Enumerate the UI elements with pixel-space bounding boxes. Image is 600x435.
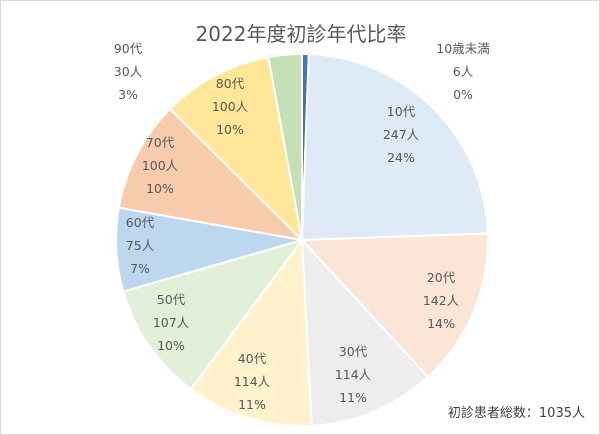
slice-label-count-0: 6人 bbox=[453, 64, 474, 79]
pie-slice-9 bbox=[267, 52, 303, 241]
slice-label-name-3: 30代 bbox=[339, 344, 368, 359]
slice-label-name-0: 10歳未満 bbox=[436, 41, 489, 56]
slice-label-count-8: 100人 bbox=[212, 99, 249, 114]
total-patients-label: 初診患者総数：1035人 bbox=[448, 405, 585, 421]
slice-label-name-2: 20代 bbox=[427, 270, 456, 285]
slice-label-percent-9: 3% bbox=[118, 87, 138, 102]
slice-label-count-4: 114人 bbox=[234, 374, 271, 389]
slice-label-name-8: 80代 bbox=[216, 76, 245, 91]
slice-label-percent-8: 10% bbox=[216, 122, 244, 137]
slice-label-percent-2: 14% bbox=[427, 316, 455, 331]
slice-label-name-5: 50代 bbox=[157, 292, 186, 307]
slice-label-count-7: 100人 bbox=[142, 158, 179, 173]
pie-slice-1 bbox=[300, 53, 489, 242]
chart-title: 2022年度初診年代比率 bbox=[196, 22, 407, 46]
slice-label-name-9: 90代 bbox=[114, 41, 143, 56]
pie-slice-4 bbox=[189, 237, 313, 427]
slice-label-percent-3: 11% bbox=[339, 390, 367, 405]
slice-label-name-4: 40代 bbox=[238, 351, 267, 366]
slice-label-name-1: 10代 bbox=[387, 104, 416, 119]
slice-labels: 10歳未満 6人 0% 10代 247人 24% 20代 142人 14% 30代 114人 11% 4… bbox=[114, 41, 490, 412]
slice-label-count-1: 247人 bbox=[383, 127, 420, 142]
pie-slice-7 bbox=[117, 107, 305, 242]
pie-slices bbox=[115, 52, 489, 427]
pie-slice-3 bbox=[300, 237, 430, 427]
slice-label-name-7: 70代 bbox=[146, 135, 175, 150]
slice-label-name-6: 60代 bbox=[126, 215, 155, 230]
slice-label-count-3: 114人 bbox=[335, 367, 372, 382]
slice-label-count-2: 142人 bbox=[423, 293, 460, 308]
pie-slice-5 bbox=[122, 238, 305, 391]
slice-label-percent-4: 11% bbox=[238, 397, 266, 412]
slice-label-count-9: 30人 bbox=[114, 64, 143, 79]
slice-label-percent-6: 7% bbox=[130, 261, 150, 276]
pie-slice-2 bbox=[299, 232, 489, 379]
slice-label-percent-7: 10% bbox=[146, 181, 174, 196]
slice-label-count-5: 107人 bbox=[153, 315, 190, 330]
slice-label-percent-0: 0% bbox=[453, 87, 473, 102]
slice-label-percent-5: 10% bbox=[157, 338, 185, 353]
slice-label-count-6: 75人 bbox=[126, 238, 155, 253]
pie-slice-8 bbox=[168, 55, 304, 243]
slice-label-percent-1: 24% bbox=[387, 150, 415, 165]
